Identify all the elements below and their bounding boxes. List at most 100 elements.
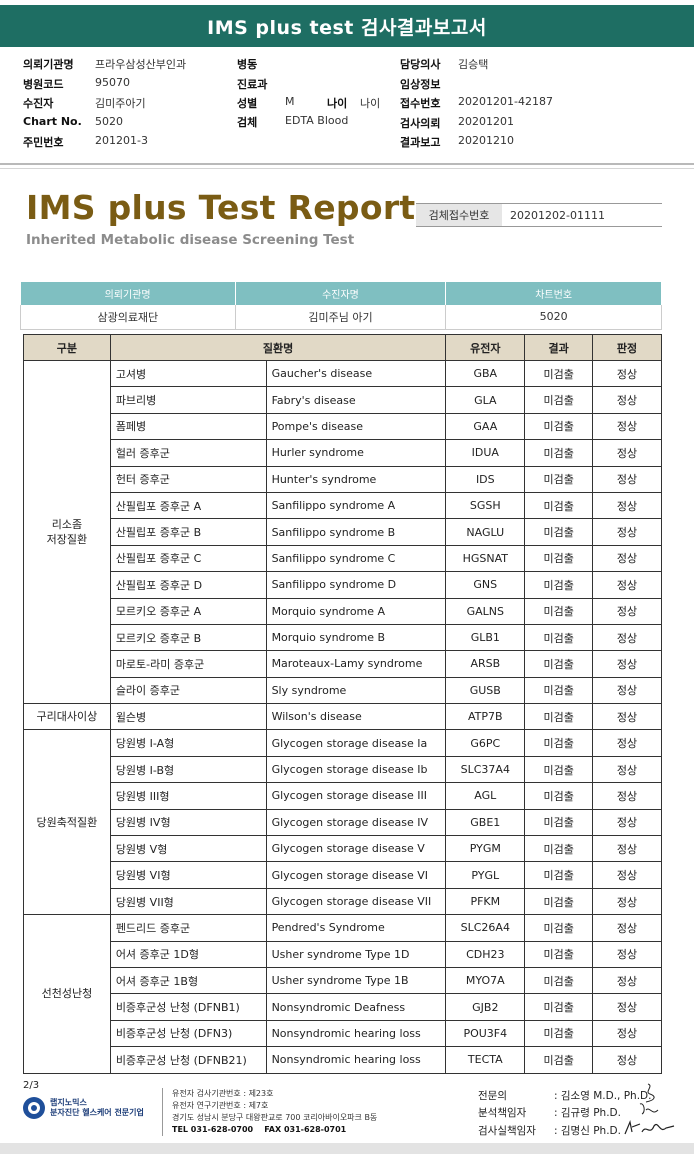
address-line: 유전자 검사기관번호 : 제23호 xyxy=(172,1089,274,1098)
table-row: 선천성난청 펜드리드 증후군 Pendred's Syndrome SLC26A4 미검… xyxy=(23,914,662,1074)
disease-name-en: Pendred's Syndrome xyxy=(265,914,447,942)
category-cell: 당원축적질환 xyxy=(23,729,111,916)
category-cell: 구리대사이상 xyxy=(23,703,111,731)
lab-address: 유전자 검사기관번호 : 제23호 유전자 연구기관번호 : 제7호 경기도 성… xyxy=(172,1088,377,1136)
info-label: 의뢰기관명 xyxy=(23,58,74,71)
tel-number: TEL 031-628-0700 xyxy=(172,1125,254,1134)
gene-cell: GLB1 xyxy=(445,623,526,652)
disease-name-en: Glycogen storage disease Ib xyxy=(265,755,447,784)
info-value: EDTA Blood xyxy=(285,114,349,127)
gene-cell: IDUA xyxy=(445,439,526,467)
info-label: 성별 xyxy=(237,97,258,110)
info-label: 검사의뢰 xyxy=(400,117,441,130)
result-cell: 미검출 xyxy=(524,808,594,837)
disease-name-en: Glycogen storage disease Ia xyxy=(265,729,447,757)
signer-role: 검사실책임자 xyxy=(478,1125,536,1137)
table-row: 파브리병 Fabry's disease GLA 미검출 정상 xyxy=(24,386,662,414)
info-label: Chart No. xyxy=(23,115,82,128)
result-cell: 미검출 xyxy=(524,914,594,942)
table-row: 마로토-라미 증후군 Maroteaux-Lamy syndrome ARSB 미검출… xyxy=(24,650,662,678)
info-label: 진료과 xyxy=(237,78,268,91)
signer-role: 전문의 xyxy=(478,1090,507,1102)
gene-cell: CDH23 xyxy=(445,940,526,968)
signer-row: 전문의: 김소영 M.D., Ph.D. xyxy=(478,1090,652,1102)
report-subtitle: Inherited Metabolic disease Screening Te… xyxy=(26,232,355,248)
result-cell: 미검출 xyxy=(524,835,594,863)
gene-cell: GJB2 xyxy=(445,993,526,1021)
result-cell: 미검출 xyxy=(524,887,594,916)
verdict-cell: 정상 xyxy=(592,650,662,678)
verdict-cell: 정상 xyxy=(592,940,662,968)
org-cell: 5020 xyxy=(445,305,662,330)
disease-name-en: Glycogen storage disease VII xyxy=(265,887,447,916)
disease-name-ko: 당원병 I-B형 xyxy=(109,755,267,784)
disease-name-ko: 당원병 III형 xyxy=(109,782,267,810)
info-label: 수진자 xyxy=(23,97,54,110)
page-number: 2/3 xyxy=(23,1080,40,1091)
gene-cell: GUSB xyxy=(445,676,526,705)
table-row: 헌터 증후군 Hunter's syndrome IDS 미검출 정상 xyxy=(24,465,662,493)
signer-name: 김규령 Ph.D. xyxy=(560,1107,621,1119)
table-row: 산필립포 증후군 B Sanfilippo syndrome B NAGLU 미검출 정… xyxy=(24,518,662,546)
gene-cell: GBA xyxy=(445,359,526,388)
disease-name-ko: 비증후군성 난청 (DFNB21) xyxy=(109,1046,267,1074)
divider xyxy=(0,168,694,169)
info-value: M xyxy=(285,95,295,108)
report-banner: IMS plus test 검사결과보고서 xyxy=(0,5,694,47)
info-label: 임상정보 xyxy=(400,78,441,91)
footer-divider xyxy=(162,1088,163,1136)
specimen-number-box: 검체접수번호 20201202-01111 xyxy=(416,203,662,227)
table-row: 구리대사이상 윌슨병 Wilson's disease ATP7B 미검출 정상 xyxy=(23,703,662,731)
disease-name-ko: 모르키오 증후군 B xyxy=(109,623,267,652)
verdict-cell: 정상 xyxy=(592,966,662,995)
disease-name-en: Glycogen storage disease III xyxy=(265,782,447,810)
info-label: 병원코드 xyxy=(23,78,64,91)
signature-2 xyxy=(639,1103,659,1115)
verdict-cell: 정상 xyxy=(592,1046,662,1074)
category-name: 리소좀 xyxy=(51,518,83,532)
category-cell: 선천성난청 xyxy=(23,914,111,1074)
disease-name-en: Pompe's disease xyxy=(265,412,447,441)
specimen-value: 20201202-01111 xyxy=(510,208,605,222)
gene-cell: ATP7B xyxy=(445,703,526,731)
result-cell: 미검출 xyxy=(524,650,594,678)
fax-number: FAX 031-628-0701 xyxy=(264,1125,347,1134)
disease-name-ko: 산필립포 증후군 A xyxy=(109,491,267,520)
gene-cell: G6PC xyxy=(445,729,526,757)
result-cell: 미검출 xyxy=(524,729,594,757)
lab-logo: 랩지노믹스 분자진단 헬스케어 전문기업 xyxy=(23,1096,163,1120)
address-line: 경기도 성남시 분당구 대왕판교로 700 코리아바이오파크 B동 xyxy=(172,1113,378,1122)
logo-icon xyxy=(23,1097,45,1119)
disease-name-en: Glycogen storage disease IV xyxy=(265,808,447,837)
address-line: 유전자 연구기관번호 : 제7호 xyxy=(172,1101,269,1110)
divider xyxy=(0,163,694,165)
table-row: 어셔 증후군 1B형 Usher syndrome Type 1B MYO7A 미검출… xyxy=(24,966,662,995)
gene-cell: GALNS xyxy=(445,597,526,625)
disease-name-en: Nonsyndromic hearing loss xyxy=(265,1019,447,1048)
disease-name-ko: 당원병 VII형 xyxy=(109,887,267,916)
info-value: 95070 xyxy=(95,76,130,89)
results-header: 유전자 xyxy=(445,334,526,361)
info-label: 검체 xyxy=(237,116,258,129)
gene-cell: POU3F4 xyxy=(445,1019,526,1048)
signature-1 xyxy=(645,1083,655,1103)
disease-name-ko: 고셔병 xyxy=(109,359,267,388)
disease-name-ko: 슬라이 증후군 xyxy=(109,676,267,705)
table-row: 슬라이 증후군 Sly syndrome GUSB 미검출 정상 xyxy=(24,676,662,705)
org-cell: 삼광의료재단 xyxy=(20,305,236,330)
result-cell: 미검출 xyxy=(524,940,594,968)
signature-3 xyxy=(624,1119,675,1135)
verdict-cell: 정상 xyxy=(592,623,662,652)
gene-cell: GNS xyxy=(445,571,526,599)
result-cell: 미검출 xyxy=(524,544,594,573)
verdict-cell: 정상 xyxy=(592,518,662,546)
category-name: 선천성난청 xyxy=(41,987,93,1001)
disease-name-ko: 파브리병 xyxy=(109,386,267,414)
verdict-cell: 정상 xyxy=(592,914,662,942)
table-row: 헐러 증후군 Hurler syndrome IDUA 미검출 정상 xyxy=(24,439,662,467)
disease-name-en: Sly syndrome xyxy=(265,676,447,705)
results-header: 구분 xyxy=(23,334,111,361)
result-cell: 미검출 xyxy=(524,993,594,1021)
category-cell: 리소좀 저장질환 xyxy=(23,359,111,705)
